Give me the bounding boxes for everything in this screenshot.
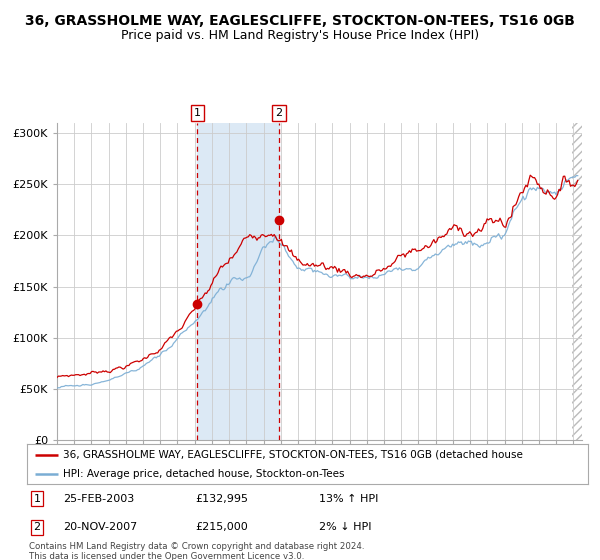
Text: HPI: Average price, detached house, Stockton-on-Tees: HPI: Average price, detached house, Stoc…	[64, 469, 345, 478]
Text: 25-FEB-2003: 25-FEB-2003	[64, 493, 135, 503]
Text: 36, GRASSHOLME WAY, EAGLESCLIFFE, STOCKTON-ON-TEES, TS16 0GB: 36, GRASSHOLME WAY, EAGLESCLIFFE, STOCKT…	[25, 14, 575, 28]
Text: 2: 2	[34, 522, 41, 533]
Text: 13% ↑ HPI: 13% ↑ HPI	[319, 493, 378, 503]
Text: Contains HM Land Registry data © Crown copyright and database right 2024.
This d: Contains HM Land Registry data © Crown c…	[29, 542, 364, 560]
Text: £215,000: £215,000	[196, 522, 248, 533]
Bar	[197, 123, 279, 440]
Text: £132,995: £132,995	[196, 493, 248, 503]
Text: 2% ↓ HPI: 2% ↓ HPI	[319, 522, 371, 533]
Text: 20-NOV-2007: 20-NOV-2007	[64, 522, 138, 533]
Text: 1: 1	[34, 493, 41, 503]
Text: 2: 2	[275, 108, 283, 118]
Text: 36, GRASSHOLME WAY, EAGLESCLIFFE, STOCKTON-ON-TEES, TS16 0GB (detached house: 36, GRASSHOLME WAY, EAGLESCLIFFE, STOCKT…	[64, 450, 523, 460]
Text: Price paid vs. HM Land Registry's House Price Index (HPI): Price paid vs. HM Land Registry's House …	[121, 29, 479, 42]
Text: 1: 1	[194, 108, 201, 118]
Bar	[572, 123, 582, 440]
